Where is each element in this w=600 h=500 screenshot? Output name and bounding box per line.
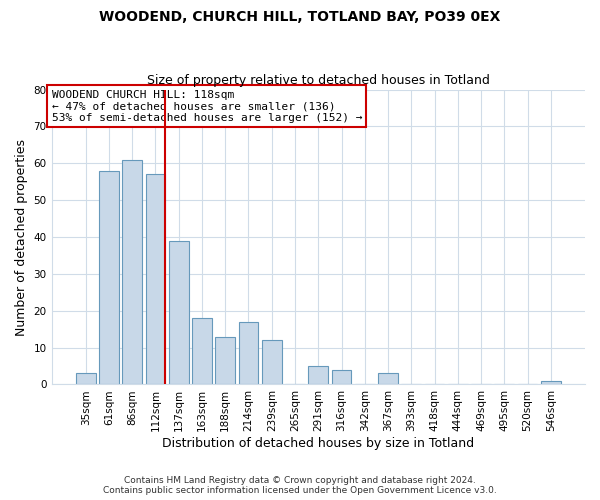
Bar [76, 374, 95, 384]
Text: WOODEND CHURCH HILL: 118sqm
← 47% of detached houses are smaller (136)
53% of se: WOODEND CHURCH HILL: 118sqm ← 47% of det… [52, 90, 362, 123]
Text: Contains HM Land Registry data © Crown copyright and database right 2024.
Contai: Contains HM Land Registry data © Crown c… [103, 476, 497, 495]
Bar [169, 240, 188, 384]
Bar [262, 340, 281, 384]
Bar [378, 374, 398, 384]
Bar [99, 170, 119, 384]
Bar [541, 381, 561, 384]
Bar [239, 322, 259, 384]
Bar [192, 318, 212, 384]
Bar [122, 160, 142, 384]
Bar [332, 370, 352, 384]
Bar [146, 174, 166, 384]
Bar [308, 366, 328, 384]
Title: Size of property relative to detached houses in Totland: Size of property relative to detached ho… [147, 74, 490, 87]
Bar [215, 336, 235, 384]
Y-axis label: Number of detached properties: Number of detached properties [15, 138, 28, 336]
Text: WOODEND, CHURCH HILL, TOTLAND BAY, PO39 0EX: WOODEND, CHURCH HILL, TOTLAND BAY, PO39 … [100, 10, 500, 24]
X-axis label: Distribution of detached houses by size in Totland: Distribution of detached houses by size … [162, 437, 475, 450]
